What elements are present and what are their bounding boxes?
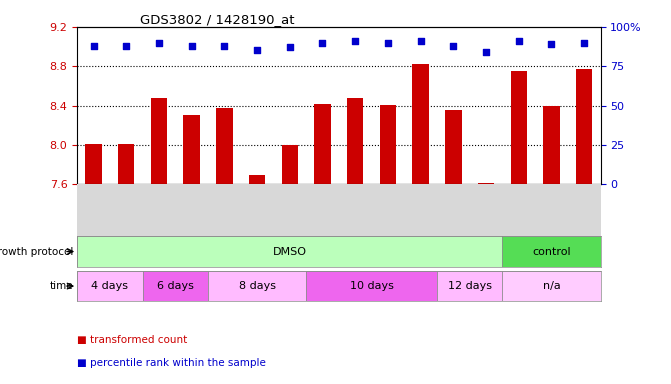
Bar xyxy=(77,236,503,267)
Text: growth protocol: growth protocol xyxy=(0,247,74,257)
Point xyxy=(88,43,99,49)
Bar xyxy=(216,108,233,184)
Text: 6 days: 6 days xyxy=(157,281,194,291)
Bar xyxy=(503,271,601,301)
Point xyxy=(285,44,295,50)
Bar xyxy=(183,116,200,184)
Bar xyxy=(85,144,102,184)
Text: n/a: n/a xyxy=(543,281,560,291)
Text: 8 days: 8 days xyxy=(239,281,276,291)
Bar xyxy=(314,104,331,184)
Bar xyxy=(151,98,167,184)
Bar xyxy=(249,175,265,184)
Bar xyxy=(437,271,503,301)
Bar xyxy=(282,145,298,184)
Point xyxy=(187,43,197,49)
Bar xyxy=(576,69,592,184)
Bar xyxy=(445,109,462,184)
Bar xyxy=(306,271,437,301)
Text: 10 days: 10 days xyxy=(350,281,393,291)
Bar xyxy=(544,106,560,184)
Bar xyxy=(503,236,601,267)
Text: 12 days: 12 days xyxy=(448,281,492,291)
Bar xyxy=(142,271,208,301)
Bar xyxy=(77,271,142,301)
Text: GDS3802 / 1428190_at: GDS3802 / 1428190_at xyxy=(140,13,295,26)
Point xyxy=(546,41,557,47)
Text: DMSO: DMSO xyxy=(273,247,307,257)
Bar xyxy=(118,144,134,184)
Text: 4 days: 4 days xyxy=(91,281,128,291)
Point xyxy=(415,38,426,44)
Bar xyxy=(380,104,396,184)
Text: time: time xyxy=(50,281,74,291)
Text: control: control xyxy=(532,247,571,257)
Bar xyxy=(511,71,527,184)
Point xyxy=(252,47,262,53)
Point xyxy=(154,40,164,46)
Text: ■ percentile rank within the sample: ■ percentile rank within the sample xyxy=(77,358,266,368)
Text: ■ transformed count: ■ transformed count xyxy=(77,335,187,345)
Bar xyxy=(208,271,306,301)
Point xyxy=(579,40,590,46)
Point xyxy=(121,43,132,49)
Bar xyxy=(413,64,429,184)
Bar xyxy=(347,98,364,184)
Point xyxy=(513,38,524,44)
Point xyxy=(219,43,229,49)
Point xyxy=(382,40,393,46)
Point xyxy=(317,40,328,46)
Point xyxy=(480,49,491,55)
Bar xyxy=(478,183,495,184)
Point xyxy=(350,38,360,44)
Point xyxy=(448,43,459,49)
